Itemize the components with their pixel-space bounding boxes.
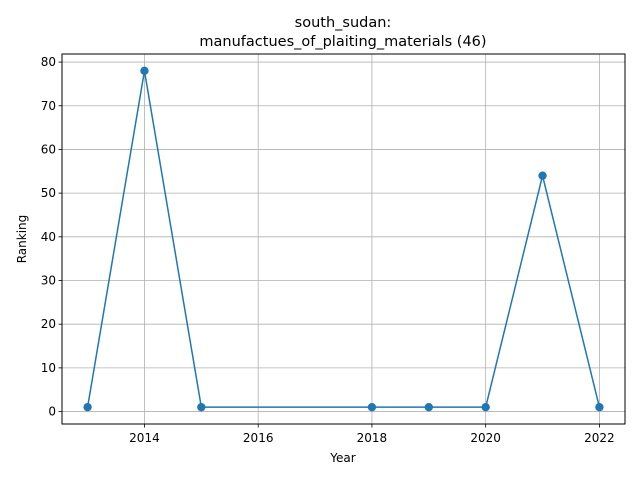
y-tick-label: 50 (41, 186, 56, 200)
y-tick-label: 20 (41, 317, 56, 331)
x-tick-label: 2020 (470, 431, 501, 445)
chart-title-line-1: south_sudan: (295, 15, 392, 31)
x-tick-label: 2016 (243, 431, 274, 445)
data-point (595, 402, 604, 412)
y-tick-label: 30 (41, 273, 56, 287)
plot-frame (61, 53, 626, 425)
x-axis-label: Year (329, 451, 355, 465)
y-tick-label: 40 (41, 230, 56, 244)
y-tick-label: 0 (48, 405, 56, 419)
y-axis-label: Ranking (15, 215, 29, 264)
ranking-series (83, 66, 604, 412)
x-tick-label: 2018 (357, 431, 388, 445)
data-point (83, 402, 92, 412)
grid-lines (62, 54, 625, 424)
series-line (86, 70, 601, 408)
data-point (424, 402, 434, 412)
data-point (481, 402, 490, 412)
data-point (367, 402, 377, 412)
data-point (140, 66, 149, 76)
data-point (197, 402, 206, 412)
x-axis-ticks: 2014 2016 2018 2020 2022 (129, 424, 615, 445)
y-tick-label: 10 (41, 361, 56, 375)
x-tick-label: 2022 (584, 431, 615, 445)
y-tick-label: 70 (41, 99, 56, 113)
y-tick-label: 80 (41, 55, 56, 69)
x-tick-label: 2014 (129, 431, 160, 445)
chart-title-line-2: manufactues_of_plaiting_materials (46) (199, 34, 486, 50)
y-tick-label: 60 (41, 142, 56, 156)
data-point (538, 171, 547, 180)
y-axis-ticks: 0 10 20 30 40 50 60 70 80 (41, 55, 62, 419)
